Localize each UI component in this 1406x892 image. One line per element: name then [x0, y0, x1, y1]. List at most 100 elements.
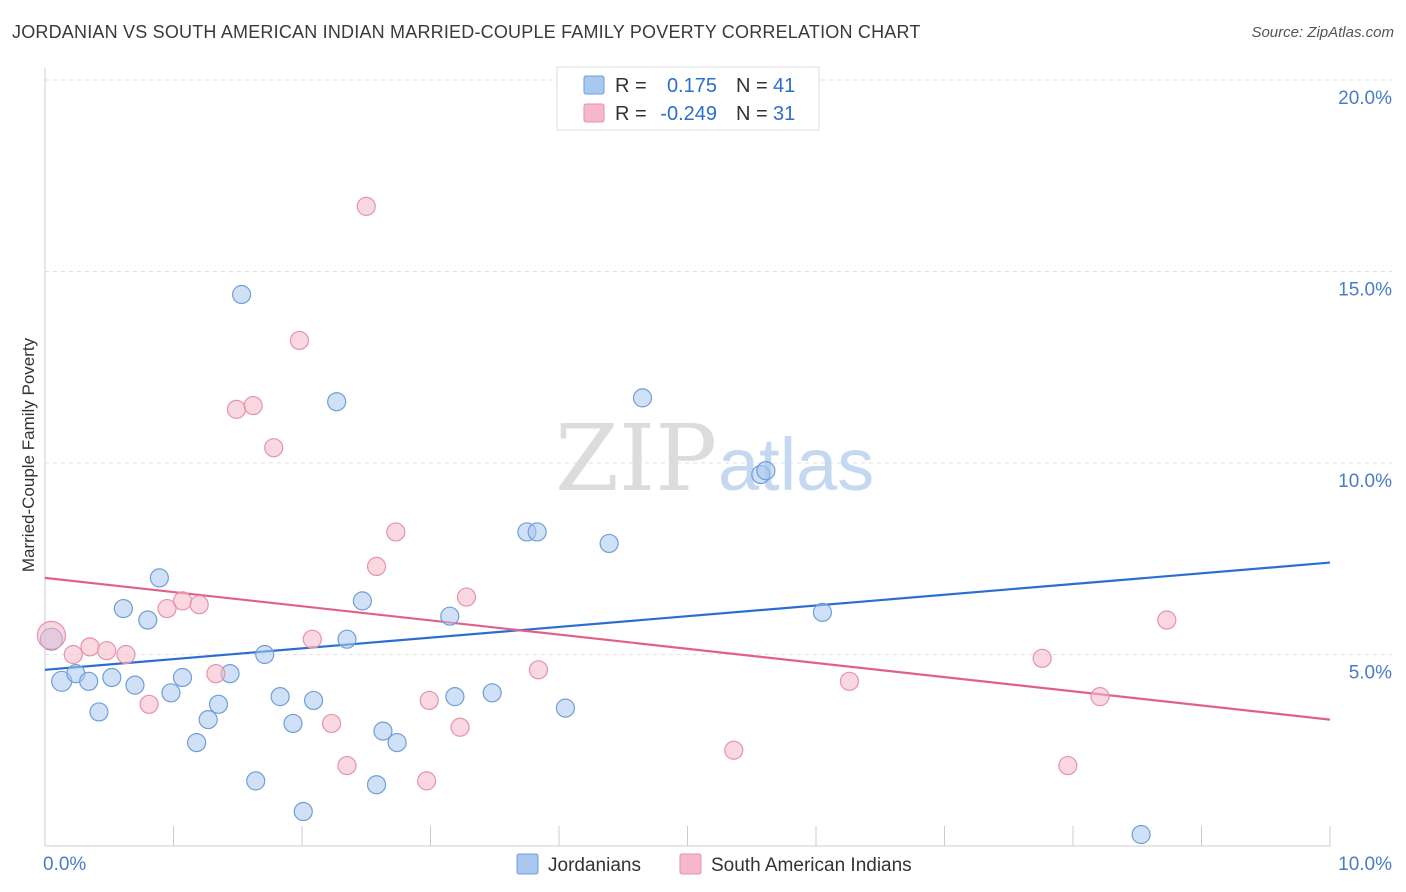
point-south-american-indian [97, 641, 117, 661]
y-tick-label: 15.0% [1338, 280, 1392, 301]
point-jordanian [632, 388, 653, 408]
watermark-zip: ZIP [555, 405, 717, 512]
y-tick-label: 10.0% [1338, 471, 1392, 492]
y-axis-label: Married-Couple Family Poverty [19, 337, 38, 572]
watermark: ZIP atlas [555, 405, 874, 512]
point-jordanian [555, 698, 576, 718]
point-jordanian [208, 694, 229, 714]
point-jordanian [138, 610, 158, 630]
point-south-american-indian [356, 196, 376, 216]
point-jordanian [352, 591, 372, 611]
legend-n-label-2: N = [736, 103, 768, 125]
point-south-american-indian [450, 717, 470, 737]
point-jordanian [172, 667, 193, 688]
point-jordanian [327, 392, 347, 412]
point-jordanian [482, 683, 502, 703]
legend-r-label-2: R = [615, 103, 647, 125]
point-jordanian [232, 284, 252, 305]
legend-bottom: Jordanians South American Indians [516, 853, 912, 876]
point-jordanian [246, 771, 266, 791]
legend-bottom-swatch-jordanians [516, 853, 539, 875]
point-south-american-indian [839, 671, 860, 691]
point-south-american-indian [456, 587, 477, 607]
point-jordanian [187, 732, 207, 753]
legend-n-label-1: N = [736, 75, 768, 97]
x-tick-label-min: 0.0% [43, 854, 86, 875]
point-jordanian [283, 713, 303, 734]
point-south-american-indian [172, 591, 193, 611]
trend-line-south-american-indians [44, 576, 1331, 721]
point-south-american-indian [63, 644, 83, 665]
point-south-american-indian [337, 755, 357, 776]
legend-n-value-2: 31 [773, 103, 795, 125]
y-tick-label: 5.0% [1349, 663, 1392, 684]
point-jordanian [102, 667, 122, 688]
point-jordanian [387, 732, 407, 753]
legend-n-value-1: 41 [773, 75, 795, 97]
point-south-american-indian [1032, 648, 1052, 668]
point-south-american-indian [528, 660, 549, 680]
points-layer [36, 196, 1177, 845]
point-south-american-indian [116, 644, 136, 665]
point-south-american-indian [264, 438, 284, 458]
grid-layer [45, 79, 1392, 655]
point-south-american-indian [289, 330, 310, 351]
point-jordanian [812, 602, 833, 622]
legend-top: R = 0.175 N = 41 R = -0.249 N = 31 [556, 66, 820, 131]
point-jordanian [440, 606, 460, 626]
legend-bottom-label-south-american-indians: South American Indians [711, 855, 912, 876]
chart-source: Source: ZipAtlas.com [1251, 24, 1394, 41]
point-south-american-indian [157, 598, 177, 619]
point-south-american-indian [302, 629, 322, 649]
point-jordanian [198, 710, 218, 730]
legend-r-value-1: 0.175 [667, 75, 717, 97]
legend-r-label-1: R = [615, 75, 647, 97]
point-south-american-indian [386, 522, 406, 542]
point-jordanian [303, 690, 324, 711]
point-south-american-indian [226, 399, 247, 419]
point-south-american-indian [206, 664, 226, 684]
point-jordanian [756, 461, 776, 481]
watermark-atlas: atlas [718, 423, 874, 506]
point-south-american-indian [366, 556, 387, 577]
point-south-american-indian [321, 713, 342, 734]
y-tick-label: 20.0% [1338, 88, 1392, 109]
legend-swatch-south-american-indians [583, 103, 605, 123]
legend-bottom-label-jordanians: Jordanians [548, 855, 641, 876]
trend-line-jordanians [44, 561, 1331, 671]
point-south-american-indian [189, 595, 209, 615]
legend-bottom-swatch-south-american-indians [679, 853, 702, 875]
point-jordanian [79, 671, 99, 691]
point-jordanian [599, 533, 619, 554]
trend-layer [44, 561, 1331, 721]
point-jordanian [445, 687, 465, 707]
point-south-american-indian [1090, 687, 1110, 707]
point-south-american-indian [243, 395, 263, 416]
point-jordanian [255, 644, 275, 665]
point-jordanian [113, 598, 133, 619]
x-tick-label-max: 10.0% [1338, 854, 1392, 875]
point-south-american-indian [80, 637, 100, 657]
point-jordanian [337, 629, 357, 649]
point-jordanian [125, 675, 145, 695]
point-jordanian [366, 775, 387, 795]
point-south-american-indian [419, 690, 439, 711]
point-jordanian [161, 683, 181, 703]
point-south-american-indian [1157, 610, 1177, 630]
point-south-american-indian [724, 740, 744, 760]
axis-layer: 5.0% 10.0% 15.0% 20.0% 0.0% 10.0% [43, 68, 1392, 875]
point-jordanian [149, 568, 169, 588]
chart-title: JORDANIAN VS SOUTH AMERICAN INDIAN MARRI… [12, 22, 921, 42]
point-jordanian [527, 522, 547, 542]
point-jordanian [293, 801, 313, 822]
point-south-american-indian [417, 771, 437, 791]
legend-swatch-jordanians [583, 75, 605, 95]
point-jordanian [1131, 824, 1151, 845]
point-south-american-indian [36, 620, 67, 650]
point-jordanian [89, 702, 109, 722]
point-jordanian [270, 687, 290, 707]
point-jordanian [373, 721, 393, 741]
point-south-american-indian [139, 694, 159, 714]
legend-r-value-2: -0.249 [660, 103, 717, 125]
